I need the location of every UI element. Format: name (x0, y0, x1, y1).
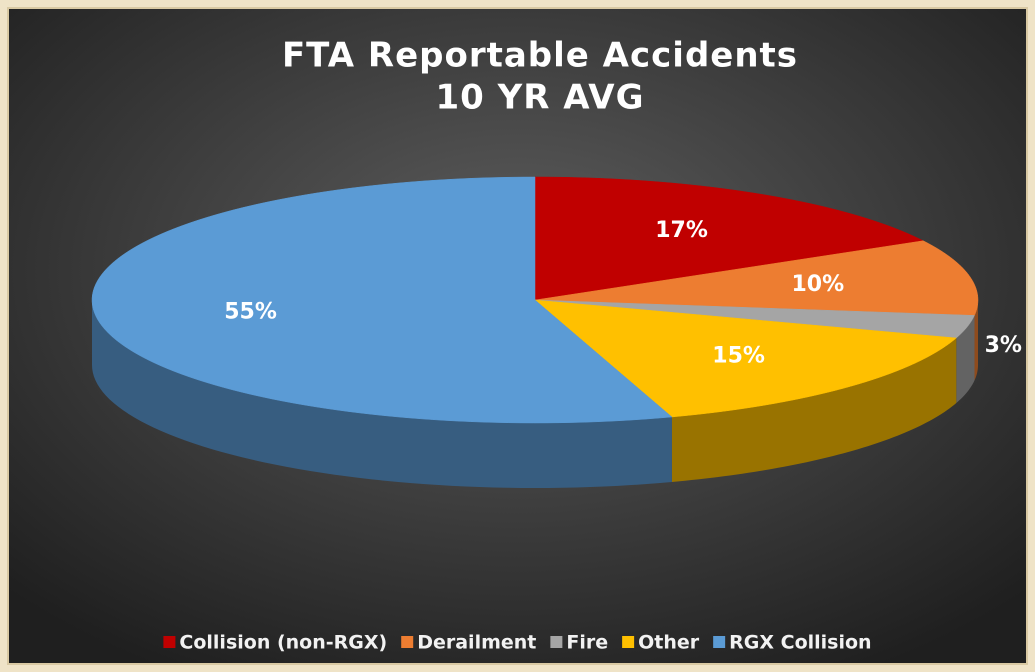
data-label: 17% (655, 218, 708, 243)
slice (534, 299, 975, 339)
slice-side (92, 300, 672, 488)
legend-label: RGX Collision (729, 632, 871, 654)
slice (534, 299, 957, 418)
legend-swatch (550, 636, 563, 648)
slice (534, 176, 925, 301)
legend-label: Other (638, 632, 700, 654)
pie-tops (91, 176, 979, 424)
data-label: 3% (985, 333, 1022, 358)
data-label: 15% (712, 344, 765, 369)
legend-swatch (401, 636, 414, 648)
legend-swatch (713, 636, 726, 648)
slice-side (974, 300, 978, 381)
slice-side (671, 338, 957, 482)
chart-subtitle: 10 YR AVG (435, 78, 644, 118)
data-labels: 17% 10% 3% 15% 55% (224, 218, 1022, 368)
slice (534, 240, 979, 316)
legend-label: Collision (non-RGX) (179, 632, 387, 654)
legend: Collision (non-RGX) Derailment Fire Other RG… (163, 632, 872, 654)
slice (91, 176, 673, 424)
legend-swatch (622, 636, 635, 648)
legend-label: Derailment (417, 632, 536, 654)
pie-sides (92, 300, 978, 488)
legend-label: Fire (566, 632, 608, 654)
data-label: 55% (224, 300, 277, 325)
data-label: 10% (792, 272, 845, 297)
slice-side (956, 315, 975, 404)
legend-swatch (163, 636, 176, 648)
chart-title: FTA Reportable Accidents (282, 36, 798, 76)
